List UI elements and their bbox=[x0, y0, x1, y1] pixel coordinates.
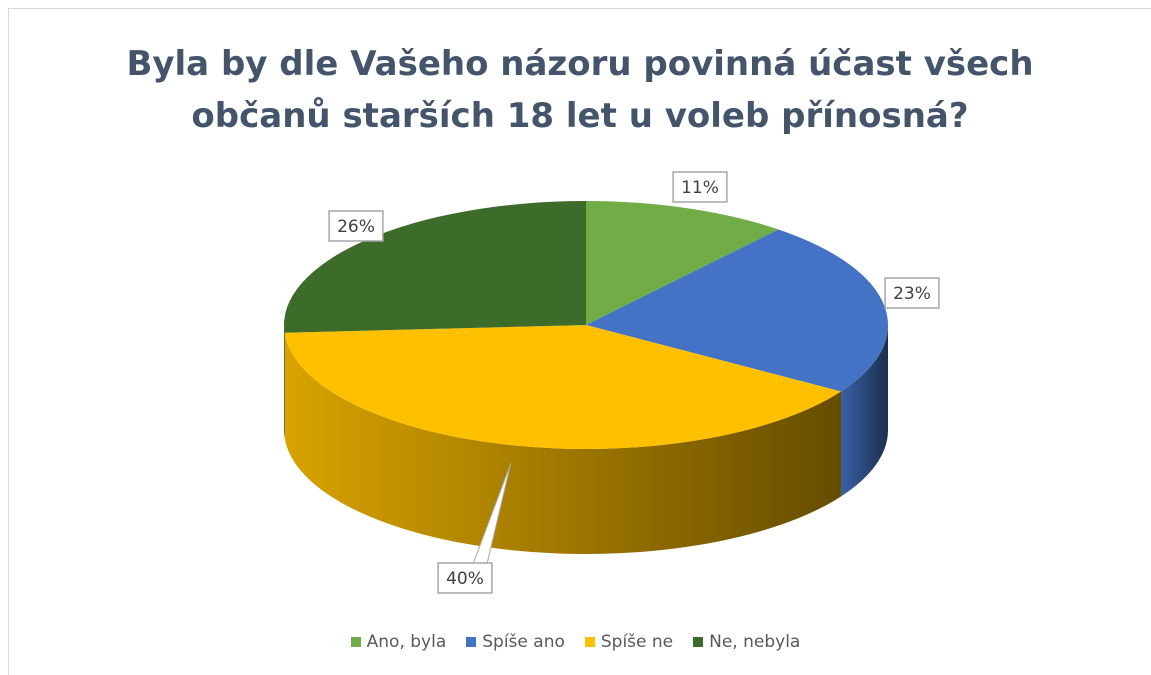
slice bbox=[586, 229, 888, 392]
legend-item: Spíše ne bbox=[584, 632, 674, 652]
legend-swatch bbox=[350, 637, 361, 647]
legend-swatch bbox=[584, 637, 595, 647]
data-label: 26% bbox=[337, 217, 375, 237]
legend-label: Spíše ano bbox=[482, 632, 565, 652]
chart-frame bbox=[8, 8, 1151, 675]
legend: Ano, byla Spíše ano Spíše ne Ne, nebyla bbox=[0, 632, 1151, 652]
slice bbox=[586, 201, 779, 325]
data-label: 23% bbox=[893, 284, 931, 304]
legend-label: Spíše ne bbox=[600, 632, 674, 652]
slice-side bbox=[284, 325, 285, 438]
legend-item: Ne, nebyla bbox=[693, 632, 800, 652]
data-label-box bbox=[884, 277, 940, 309]
legend-item: Spíše ano bbox=[466, 632, 565, 652]
data-label-box bbox=[328, 210, 384, 242]
data-label: 40% bbox=[446, 569, 484, 589]
slice-side bbox=[284, 332, 841, 554]
legend-item: Ano, byla bbox=[350, 632, 447, 652]
legend-swatch bbox=[693, 637, 704, 647]
slice-side bbox=[840, 325, 888, 497]
data-label-box bbox=[437, 562, 493, 594]
slice bbox=[284, 325, 841, 449]
legend-label: Ano, byla bbox=[366, 632, 447, 652]
legend-swatch bbox=[466, 637, 477, 647]
legend-label: Ne, nebyla bbox=[709, 632, 801, 652]
data-label-box bbox=[672, 171, 728, 203]
chart-title: Byla by dle Vašeho názoru povinná účast … bbox=[126, 44, 1034, 136]
slice bbox=[284, 201, 586, 333]
data-label: 11% bbox=[681, 178, 719, 198]
